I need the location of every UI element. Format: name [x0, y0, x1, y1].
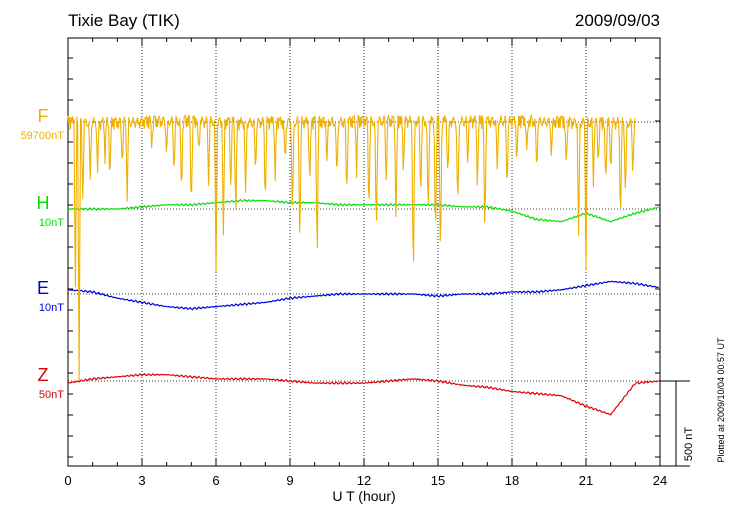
channel-name-h: H — [37, 193, 50, 213]
series-lines — [67, 113, 660, 416]
tick-marks — [67, 38, 661, 466]
channel-scale-h: 10nT — [39, 217, 64, 229]
channel-name-z: Z — [38, 365, 49, 385]
x-tick-label: 6 — [212, 473, 219, 488]
scale-bar: 500 nT — [660, 380, 695, 467]
channel-scale-z: 50nT — [39, 389, 64, 401]
series-line-z — [67, 372, 659, 416]
series-line-h — [67, 198, 660, 223]
channel-scale-f: 59700nT — [21, 130, 65, 142]
channel-labels: F 59700nT H 10nT E 10nT Z 50nT — [21, 106, 65, 401]
x-tick-label: 0 — [64, 473, 71, 488]
x-tick-label: 24 — [653, 473, 667, 488]
series-line-f — [67, 113, 636, 381]
scale-bar-label: 500 nT — [683, 427, 695, 462]
x-tick-labels: 0 3 6 9 12 15 18 21 24 — [64, 473, 667, 488]
date-title: 2009/09/03 — [575, 11, 660, 30]
channel-scale-e: 10nT — [39, 302, 64, 314]
x-tick-label: 12 — [357, 473, 371, 488]
x-tick-label: 9 — [286, 473, 293, 488]
channel-name-f: F — [38, 106, 49, 126]
x-tick-label: 21 — [579, 473, 593, 488]
x-axis-title: U T (hour) — [332, 488, 395, 504]
x-tick-label: 15 — [431, 473, 445, 488]
station-title: Tixie Bay (TIK) — [68, 11, 180, 30]
x-tick-label: 3 — [138, 473, 145, 488]
x-tick-label: 18 — [505, 473, 519, 488]
plotted-timestamp: Plotted at 2009/10/04 00:57 UT — [716, 337, 726, 463]
grid — [68, 38, 660, 466]
channel-name-e: E — [37, 278, 49, 298]
series-line-e — [67, 280, 659, 311]
